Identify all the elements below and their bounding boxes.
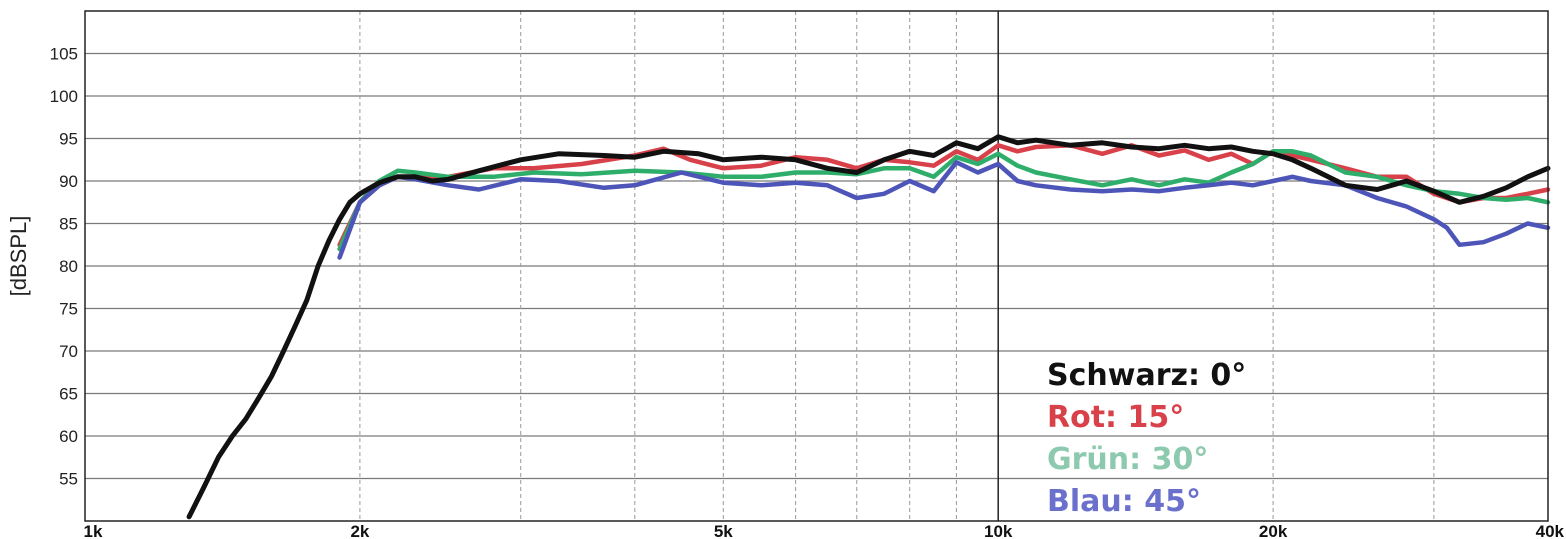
y-tick-label: 85 xyxy=(59,215,78,234)
legend-entry: Blau: 45° xyxy=(1047,484,1201,519)
legend-entry: Grün: 30° xyxy=(1047,442,1208,477)
series-layer xyxy=(186,134,1551,520)
y-tick-label: 55 xyxy=(59,470,78,489)
grid xyxy=(85,11,1549,521)
y-tick-label: 105 xyxy=(50,45,78,64)
y-tick-label: 60 xyxy=(59,427,78,446)
y-tick-label: 80 xyxy=(59,257,78,276)
legend: Schwarz: 0° Rot: 15° Grün: 30° Blau: 45° xyxy=(1047,358,1246,519)
y-tick-label: 75 xyxy=(59,300,78,319)
y-tick-label: 95 xyxy=(59,130,78,149)
series-line-4 xyxy=(186,134,1551,520)
y-tick-label: 65 xyxy=(59,385,78,404)
y-tick-label: 70 xyxy=(59,342,78,361)
x-tick-label: 40k xyxy=(1536,522,1565,539)
legend-entry: Schwarz: 0° xyxy=(1047,358,1246,393)
x-tick-label: 2k xyxy=(350,522,369,539)
y-tick-label: 100 xyxy=(50,87,78,106)
series-line-3 xyxy=(337,160,1551,260)
x-tick-label: 1k xyxy=(84,522,103,539)
x-tick-label: 10k xyxy=(984,522,1013,539)
legend-entry: Rot: 15° xyxy=(1047,400,1184,435)
x-tick-label: 5k xyxy=(714,522,733,539)
series-line-2 xyxy=(337,149,1551,252)
y-tick-label: 90 xyxy=(59,172,78,191)
y-axis-ticks: 55 60 65 70 75 80 85 90 95 100 105 xyxy=(50,45,78,489)
x-tick-label: 20k xyxy=(1259,522,1288,539)
x-axis-ticks: 1k 2k 5k 10k 20k 40k xyxy=(84,522,1565,539)
y-axis-label: [dBSPL] xyxy=(6,216,31,297)
plot-frame xyxy=(84,10,1549,522)
